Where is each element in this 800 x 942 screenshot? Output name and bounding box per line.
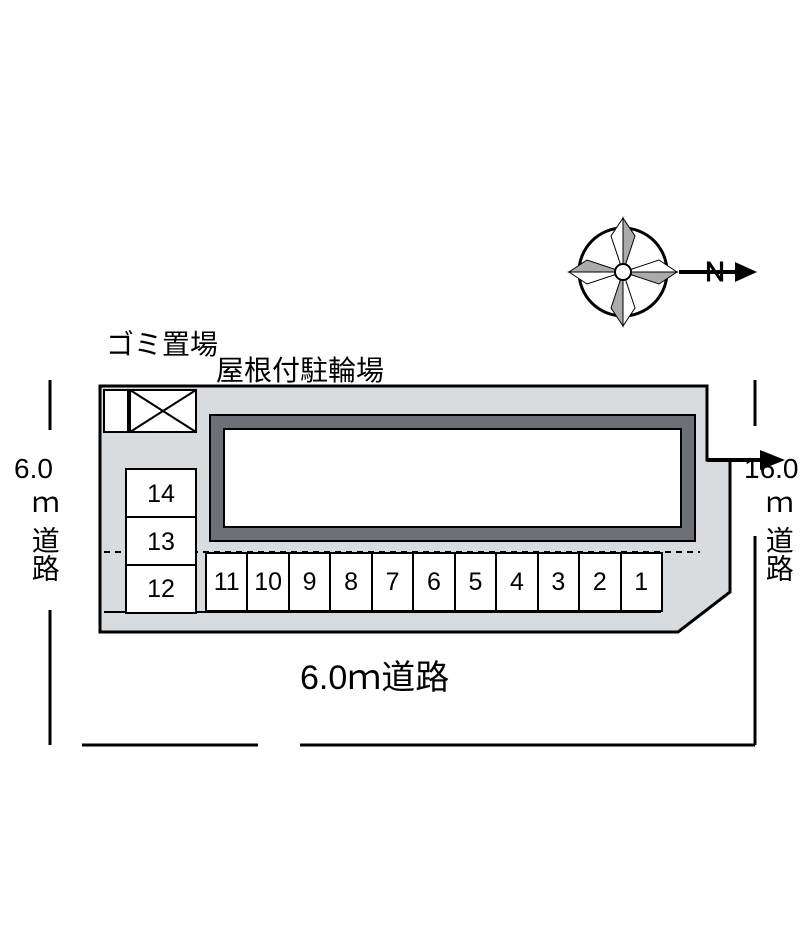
site-plan-canvas: ゴミ置場 屋根付駐輪場 6.0 ｍ 道路 16.0 ｍ 道路 6.0ｍ道路 Ｎ … (0, 0, 800, 942)
parking-cell: 9 (288, 552, 331, 612)
compass-icon (569, 218, 757, 326)
compass-n-label: Ｎ (702, 258, 728, 287)
parking-cell: 8 (329, 552, 372, 612)
parking-cell: 6 (412, 552, 455, 612)
parking-cell: 1 (620, 552, 663, 612)
road-right-text: 道路 (762, 526, 793, 582)
side-parking-cell: 13 (125, 516, 197, 566)
side-parking-cell: 12 (125, 564, 197, 614)
side-parking-cell: 14 (125, 468, 197, 518)
parking-cell: 7 (371, 552, 414, 612)
parking-cell: 2 (578, 552, 621, 612)
parking-cell: 10 (246, 552, 289, 612)
building-inner (224, 429, 681, 527)
road-left-prefix: 6.0 (14, 454, 53, 485)
parking-cell: 11 (205, 552, 248, 612)
road-right-unit: ｍ (762, 490, 793, 518)
road-right-prefix: 16.0 (744, 454, 799, 485)
garbage-box (104, 390, 128, 432)
bike-rack-label: 屋根付駐輪場 (216, 356, 384, 387)
diagram-svg (0, 0, 800, 942)
parking-cell: 5 (454, 552, 497, 612)
parking-cell: 4 (495, 552, 538, 612)
road-left-unit: ｍ (28, 490, 59, 518)
garbage-label: ゴミ置場 (106, 330, 218, 361)
road-bottom-label: 6.0ｍ道路 (300, 660, 449, 697)
road-left-text: 道路 (28, 526, 59, 582)
parking-cell: 3 (537, 552, 580, 612)
